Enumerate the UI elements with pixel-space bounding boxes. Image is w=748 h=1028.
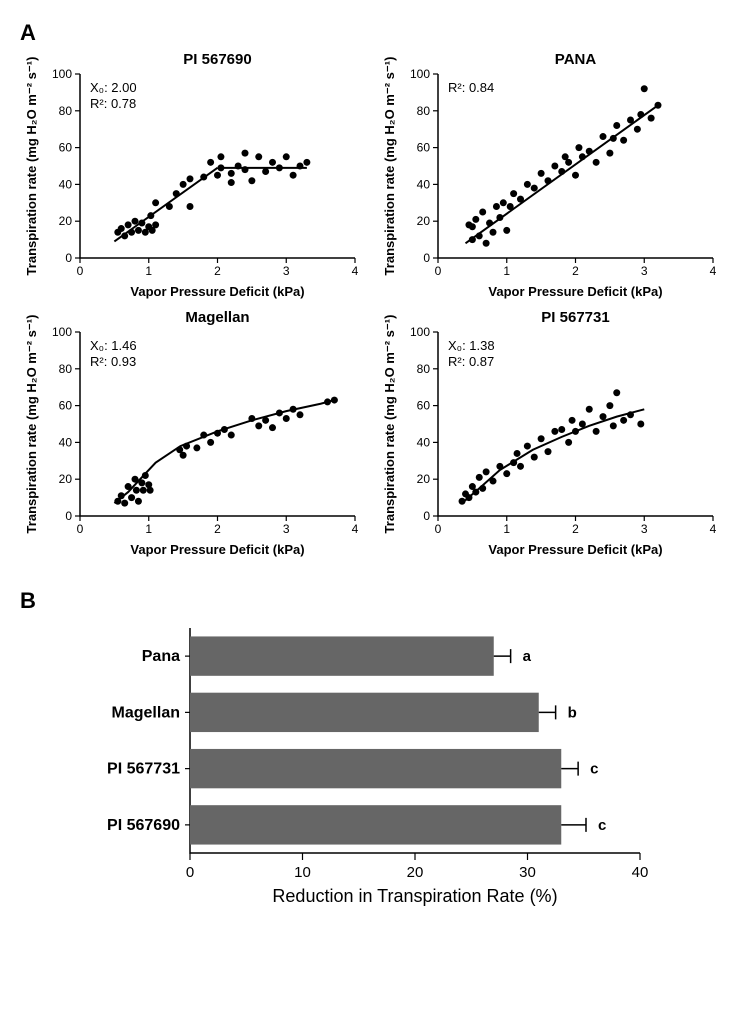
scatter-pi567731: PI 567731 0 20 40 60 80 100 0 1 2 3 4 Vapor Pressure… [378,308,723,558]
svg-text:1: 1 [503,522,510,536]
svg-text:80: 80 [59,104,73,118]
svg-text:X₀: 1.46: X₀: 1.46 [90,338,137,353]
svg-text:100: 100 [52,325,72,339]
svg-text:Magellan: Magellan [185,309,249,326]
svg-text:1: 1 [145,522,152,536]
panel-b-label: B [20,588,728,614]
svg-text:X₀: 2.00: X₀: 2.00 [90,80,137,95]
svg-text:80: 80 [417,104,431,118]
svg-text:20: 20 [417,472,431,486]
svg-text:3: 3 [283,522,290,536]
svg-text:100: 100 [410,325,430,339]
svg-text:10: 10 [294,864,311,881]
panel-a-label: A [20,20,728,46]
svg-text:0: 0 [77,264,84,278]
svg-text:40: 40 [59,177,73,191]
svg-text:PI 567731: PI 567731 [541,309,609,326]
svg-text:4: 4 [710,522,717,536]
svg-text:Transpiration rate (mg H₂O m⁻²: Transpiration rate (mg H₂O m⁻² s⁻¹) [24,57,39,276]
svg-text:0: 0 [423,251,430,265]
svg-text:PANA: PANA [555,51,597,68]
panel-b-barchart: 0 10 20 30 40 Reduction in Transpiration Rate… [60,618,700,908]
svg-text:R²: 0.84: R²: 0.84 [448,80,494,95]
panel-a-grid: PI 56769002040608010001234Vapor Pressure… [20,50,728,558]
svg-text:a: a [523,648,532,665]
svg-text:60: 60 [417,141,431,155]
svg-text:60: 60 [59,141,73,155]
svg-text:40: 40 [417,177,431,191]
svg-text:0: 0 [435,264,442,278]
svg-text:Vapor Pressure Deficit (kPa): Vapor Pressure Deficit (kPa) [488,542,662,557]
svg-text:80: 80 [417,362,431,376]
svg-text:R²: 0.87: R²: 0.87 [448,354,494,369]
svg-text:Vapor Pressure Deficit (kPa): Vapor Pressure Deficit (kPa) [130,542,304,557]
scatter-pi567690: PI 567690 0 20 40 60 80 100 0 1 2 3 4 Vapor Pressure… [20,50,365,300]
svg-text:20: 20 [59,214,73,228]
svg-text:20: 20 [417,214,431,228]
svg-text:0: 0 [435,522,442,536]
svg-text:Vapor Pressure Deficit (kPa): Vapor Pressure Deficit (kPa) [488,284,662,299]
svg-text:Reduction in Transpiration Rat: Reduction in Transpiration Rate (%) [272,886,557,906]
svg-text:PI 567731: PI 567731 [107,761,180,778]
svg-text:Transpiration rate (mg H₂O m⁻²: Transpiration rate (mg H₂O m⁻² s⁻¹) [382,57,397,276]
svg-text:0: 0 [77,522,84,536]
svg-text:0: 0 [65,251,72,265]
svg-text:4: 4 [352,264,359,278]
svg-text:0: 0 [65,509,72,523]
svg-text:c: c [590,761,598,778]
svg-text:100: 100 [410,67,430,81]
svg-text:Transpiration rate (mg H₂O m⁻²: Transpiration rate (mg H₂O m⁻² s⁻¹) [382,315,397,534]
svg-text:40: 40 [59,435,73,449]
svg-text:2: 2 [572,264,579,278]
svg-text:30: 30 [519,864,536,881]
svg-text:4: 4 [710,264,717,278]
svg-text:Magellan: Magellan [112,704,180,721]
svg-text:0: 0 [423,509,430,523]
svg-text:40: 40 [417,435,431,449]
svg-text:0: 0 [186,864,194,881]
svg-text:100: 100 [52,67,72,81]
svg-text:3: 3 [641,264,648,278]
svg-text:2: 2 [214,264,221,278]
svg-text:Pana: Pana [142,648,180,665]
scatter-magellan: Magellan 0 20 40 60 80 100 0 1 2 3 4 Vapor Pressure … [20,308,365,558]
svg-text:Vapor Pressure Deficit (kPa): Vapor Pressure Deficit (kPa) [130,284,304,299]
svg-text:c: c [598,817,606,834]
svg-text:20: 20 [59,472,73,486]
svg-text:60: 60 [417,399,431,413]
svg-text:R²: 0.78: R²: 0.78 [90,96,136,111]
scatter-pana: PANA 0 20 40 60 80 100 0 1 2 3 4 Vapor Pressure Defi… [378,50,723,300]
svg-text:X₀: 1.38: X₀: 1.38 [448,338,495,353]
svg-text:PI 567690: PI 567690 [107,817,180,834]
svg-text:3: 3 [283,264,290,278]
figure: A PI 56769002040608010001234Vapor Pressu… [20,20,728,908]
svg-text:R²: 0.93: R²: 0.93 [90,354,136,369]
svg-text:40: 40 [632,864,649,881]
svg-text:80: 80 [59,362,73,376]
svg-text:1: 1 [145,264,152,278]
svg-text:2: 2 [572,522,579,536]
svg-text:3: 3 [641,522,648,536]
svg-text:20: 20 [407,864,424,881]
svg-text:2: 2 [214,522,221,536]
svg-text:1: 1 [503,264,510,278]
svg-text:PI 567690: PI 567690 [183,51,251,68]
svg-text:Transpiration rate (mg H₂O m⁻²: Transpiration rate (mg H₂O m⁻² s⁻¹) [24,315,39,534]
svg-text:b: b [568,704,577,721]
svg-text:60: 60 [59,399,73,413]
svg-text:4: 4 [352,522,359,536]
